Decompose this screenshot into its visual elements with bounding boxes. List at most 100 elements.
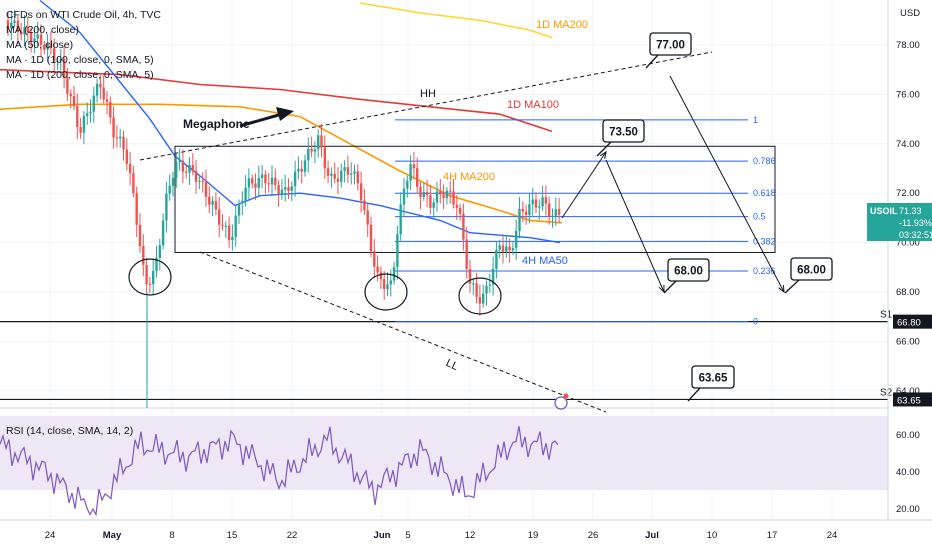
ma-1d200-line xyxy=(359,2,553,39)
candle-body xyxy=(214,201,218,210)
candle-body xyxy=(128,163,132,174)
candle-body xyxy=(557,209,561,215)
candle-body xyxy=(551,215,554,218)
support-price-tag[interactable] xyxy=(893,392,932,407)
ma-1d100-label: 1D MA100 xyxy=(507,99,559,111)
candle-body xyxy=(115,137,119,139)
candle-body xyxy=(26,27,29,33)
candle-body xyxy=(422,191,425,198)
time-axis-label: Jun xyxy=(374,530,391,541)
candle-body xyxy=(102,87,105,100)
range-rectangle xyxy=(174,145,776,253)
candle-body xyxy=(452,191,455,205)
candle-body xyxy=(505,246,508,252)
support-price-tag[interactable] xyxy=(893,314,932,329)
symbol-price-tag[interactable] xyxy=(867,203,932,241)
ma-1d200-label: 1D MA200 xyxy=(536,19,588,31)
candle-body xyxy=(105,99,109,103)
candle-body xyxy=(95,83,99,96)
candle-body xyxy=(376,266,379,273)
candle-body xyxy=(472,283,475,285)
price-axis-tick: 66.00 xyxy=(896,336,920,347)
candle-body xyxy=(46,43,49,50)
candle-body xyxy=(491,268,495,285)
callout-68-a-label: 68.00 xyxy=(674,266,703,278)
candle-body xyxy=(20,31,23,35)
candle-body xyxy=(16,20,20,32)
price-axis[interactable]: USD 78.00 76.00 74.00 72.00 70.00 68.00 66.00 64… xyxy=(867,8,932,407)
price-axis-tick: 74.00 xyxy=(896,139,920,150)
candle-body xyxy=(373,251,376,267)
rsi-title[interactable]: RSI (14, close, SMA, 14, 2) xyxy=(6,425,133,437)
candle-body xyxy=(359,183,363,201)
time-axis[interactable]: 24 May 8 15 22 Jun 5 12 19 26 Jul 10 17 24 xyxy=(45,530,838,541)
candle-body xyxy=(148,283,152,285)
candle-body xyxy=(66,77,69,94)
price-axis-tick: 78.00 xyxy=(896,40,920,51)
circled-low xyxy=(128,258,172,296)
fib-level-label: 0.618 xyxy=(753,188,776,198)
candle-body xyxy=(181,160,185,172)
candle-body xyxy=(548,203,551,218)
candle-body xyxy=(392,267,396,281)
legend-ma50[interactable]: MA (50, close) xyxy=(6,39,73,51)
rsi-axis-tick: 40.00 xyxy=(896,467,920,478)
candle-body xyxy=(412,164,416,169)
candle-body xyxy=(135,193,138,225)
candle-body xyxy=(92,95,95,112)
candle-body xyxy=(218,209,221,225)
chart-annotations: S1 S2 1 0.786 0.618 0.5 0.382 0.236 0 Megaphone HH… xyxy=(128,19,893,410)
legend-ma1d200[interactable]: MA · 1D (200, close, 0, SMA, 5) xyxy=(6,69,154,81)
time-axis-label: 24 xyxy=(827,530,838,541)
candle-body xyxy=(69,93,72,97)
chart-title[interactable]: CFDs on WTI Crude Oil, 4h, TVC xyxy=(6,9,161,21)
candle-body xyxy=(158,245,161,258)
callout-68-b-label: 68.00 xyxy=(797,265,826,277)
projection-arrow-down-1-head xyxy=(658,284,665,294)
candle-body xyxy=(475,283,478,298)
candle-body xyxy=(165,193,168,221)
candle-body xyxy=(323,147,326,169)
candle-body xyxy=(112,117,115,138)
candle-body xyxy=(277,184,280,195)
candle-body xyxy=(303,160,307,172)
legend-ma1d100[interactable]: MA · 1D (100, close, 0, SMA, 5) xyxy=(6,54,154,66)
candle-body xyxy=(251,178,254,184)
candle-body xyxy=(485,285,488,294)
candle-body xyxy=(340,170,343,182)
candle-body xyxy=(178,160,181,162)
candle-body xyxy=(244,187,247,201)
candle-body xyxy=(264,174,267,184)
callout-68-a-pointer xyxy=(663,280,677,294)
candle-body xyxy=(224,225,227,227)
time-axis-label: 22 xyxy=(287,530,298,541)
candle-body xyxy=(132,173,135,194)
legend-ma200[interactable]: MA (200, close) xyxy=(6,24,79,36)
candle-body xyxy=(62,58,66,78)
candle-body xyxy=(36,34,39,39)
candle-body xyxy=(234,215,237,237)
candle-body xyxy=(307,148,310,161)
price-axis-tick: 72.00 xyxy=(896,188,920,199)
candle-body xyxy=(326,168,330,176)
candle-body xyxy=(254,183,257,188)
fib-level-label: 0.786 xyxy=(753,156,776,166)
candle-body xyxy=(445,190,449,198)
time-axis-label: 15 xyxy=(227,530,238,541)
time-axis-label: 24 xyxy=(45,530,56,541)
ma-4h200-label: 4H MA200 xyxy=(443,171,495,183)
indicator-legend: CFDs on WTI Crude Oil, 4h, TVC MA (200, … xyxy=(6,9,161,81)
candle-body xyxy=(56,60,59,62)
time-axis-label: 12 xyxy=(465,530,476,541)
ma-4h50-line xyxy=(39,0,561,244)
candle-body xyxy=(204,181,208,197)
candle-body xyxy=(109,102,112,118)
candle-body xyxy=(435,191,439,203)
candle-body xyxy=(488,284,491,286)
circled-low xyxy=(364,273,408,311)
ll-label: LL xyxy=(444,357,460,373)
hh-label: HH xyxy=(420,88,436,100)
candle-body xyxy=(287,187,290,191)
rsi-overbought-oversold-band xyxy=(0,416,888,490)
time-axis-label: Jul xyxy=(645,530,659,541)
